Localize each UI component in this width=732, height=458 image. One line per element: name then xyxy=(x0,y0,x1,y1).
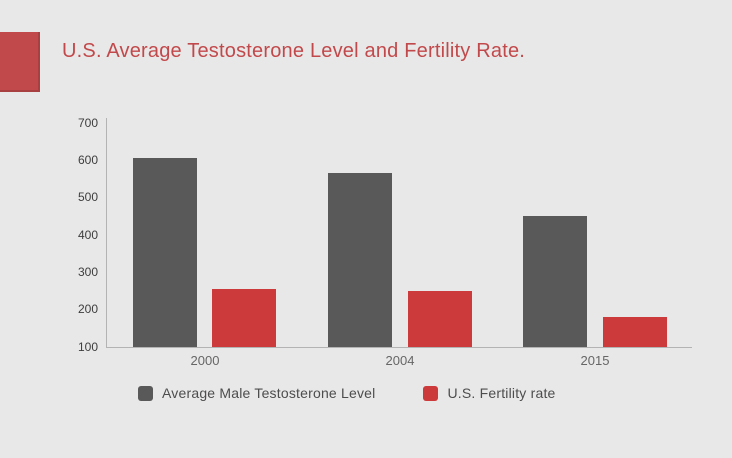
title-accent-square xyxy=(0,32,40,92)
y-tick-label: 300 xyxy=(77,265,98,279)
y-axis: 700 600 500 400 300 200 100 xyxy=(60,110,102,370)
bar-fertility-2004 xyxy=(408,291,472,347)
y-tick-label: 700 xyxy=(77,116,98,130)
bar-testosterone-2000 xyxy=(133,158,197,347)
bar-chart: 700 600 500 400 300 200 100 2000 2004 20… xyxy=(0,110,732,410)
legend-label: U.S. Fertility rate xyxy=(447,385,556,401)
legend-item-fertility: U.S. Fertility rate xyxy=(423,385,555,401)
legend-swatch-gray xyxy=(138,385,153,401)
x-axis-line xyxy=(106,347,692,348)
y-tick-label: 400 xyxy=(77,228,98,242)
x-tick-label: 2004 xyxy=(385,353,415,368)
y-tick-label: 200 xyxy=(77,302,98,316)
y-axis-line xyxy=(106,118,107,348)
legend-item-testosterone: Average Male Testosterone Level xyxy=(138,385,375,401)
plot-area xyxy=(106,118,692,348)
bar-testosterone-2004 xyxy=(328,173,392,347)
legend-swatch-red xyxy=(423,385,439,401)
y-tick-label: 600 xyxy=(77,153,98,167)
bar-fertility-2015 xyxy=(603,317,667,347)
chart-legend: Average Male Testosterone Level U.S. Fer… xyxy=(138,385,556,401)
y-tick-label: 500 xyxy=(77,190,98,204)
bar-testosterone-2015 xyxy=(523,216,587,347)
bar-fertility-2000 xyxy=(212,289,276,347)
x-axis: 2000 2004 2015 xyxy=(106,353,692,373)
x-tick-label: 2015 xyxy=(580,353,610,368)
y-tick-label: 100 xyxy=(77,340,98,354)
page-title: U.S. Average Testosterone Level and Fert… xyxy=(62,40,526,62)
x-tick-label: 2000 xyxy=(190,353,220,368)
legend-label: Average Male Testosterone Level xyxy=(162,385,376,401)
